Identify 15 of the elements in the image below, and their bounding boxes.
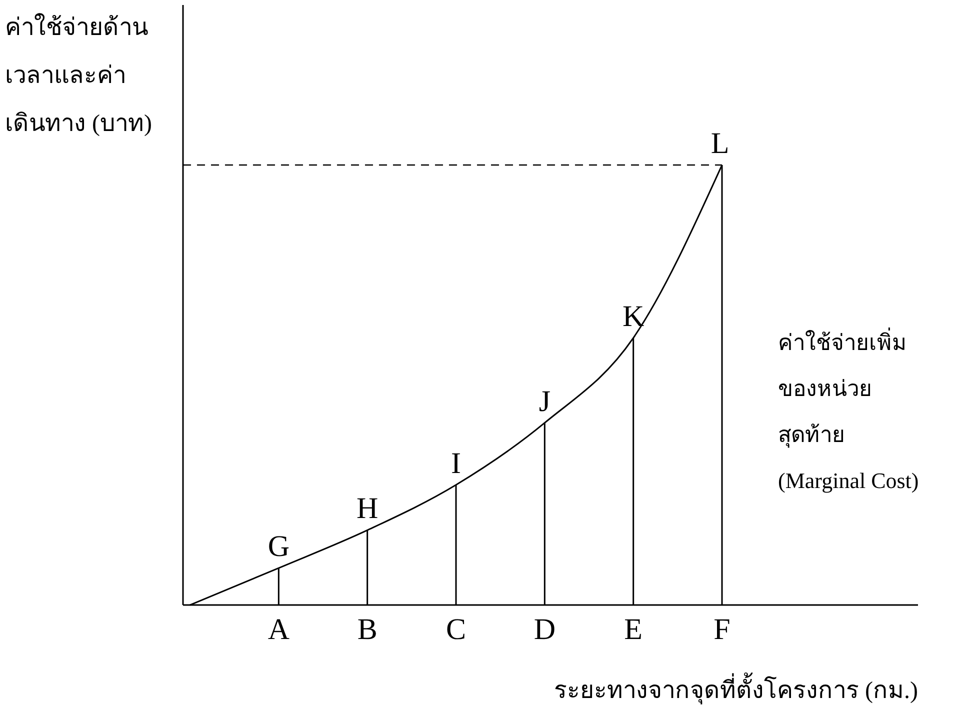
annotation: H (356, 492, 378, 526)
x-tick-label: D (534, 613, 556, 646)
x-tick-label: F (714, 613, 730, 646)
annotation: L (710, 127, 730, 160)
x-tick-label: A (268, 613, 290, 646)
x-tick-label: B (357, 613, 378, 646)
annotation: G (268, 530, 290, 564)
x-tick-label: C (446, 613, 466, 646)
x-tick-label: E (624, 613, 642, 646)
annotation: I (451, 446, 461, 480)
x-axis-title: ระยะทางจากจุดที่ตั้งโครงการ (กม.) (554, 672, 918, 705)
annotation: K (622, 300, 644, 333)
y-axis-title: ค่าใช้จ่ายด้านเวลาและค่าเดินทาง (บาท) (5, 13, 152, 137)
annotation: J (538, 384, 551, 418)
text: ค่าใช้จ่ายเพิ่มของหน่วยสุดท้าย (Marginal Cost) (778, 327, 919, 493)
